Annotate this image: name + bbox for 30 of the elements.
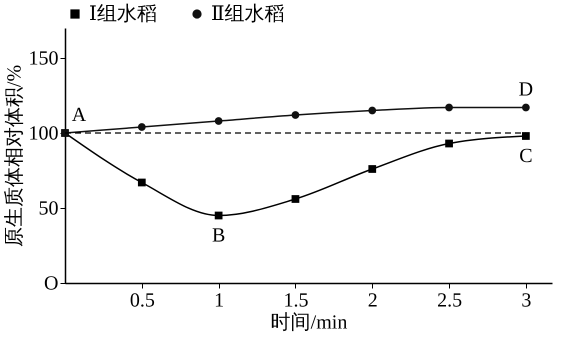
y-tick-label: O [44,272,58,294]
point [292,111,300,119]
x-tick-label: 1.5 [283,290,308,312]
annotation: D [518,78,534,100]
x-tick-label: 2.5 [437,290,462,312]
x-tick-label: 2 [368,290,378,312]
y-tick-label: 50 [38,198,58,220]
point [214,212,222,220]
point [292,195,300,203]
y-axis-title: 原生质体相对体积/% [4,64,26,248]
y-tick-label: 150 [28,48,58,70]
point [138,123,146,131]
point [138,178,146,186]
annotation: B [212,224,226,246]
y-tick-label: 100 [28,122,58,144]
x-axis-title: 时间/min [270,312,348,334]
annotation: C [519,145,533,167]
annotation: A [72,104,87,126]
point [214,117,222,125]
x-tick-label: 3 [521,290,532,312]
legend-label: Ⅰ组水稻 [89,3,157,25]
point [445,140,453,148]
x-tick-label: 0.5 [130,290,155,312]
point [522,104,530,112]
x-tick-label: 1 [214,290,224,312]
legend-label: Ⅱ组水稻 [211,3,285,25]
point [522,132,530,140]
point [368,165,376,173]
point [368,106,376,114]
point [445,104,453,112]
